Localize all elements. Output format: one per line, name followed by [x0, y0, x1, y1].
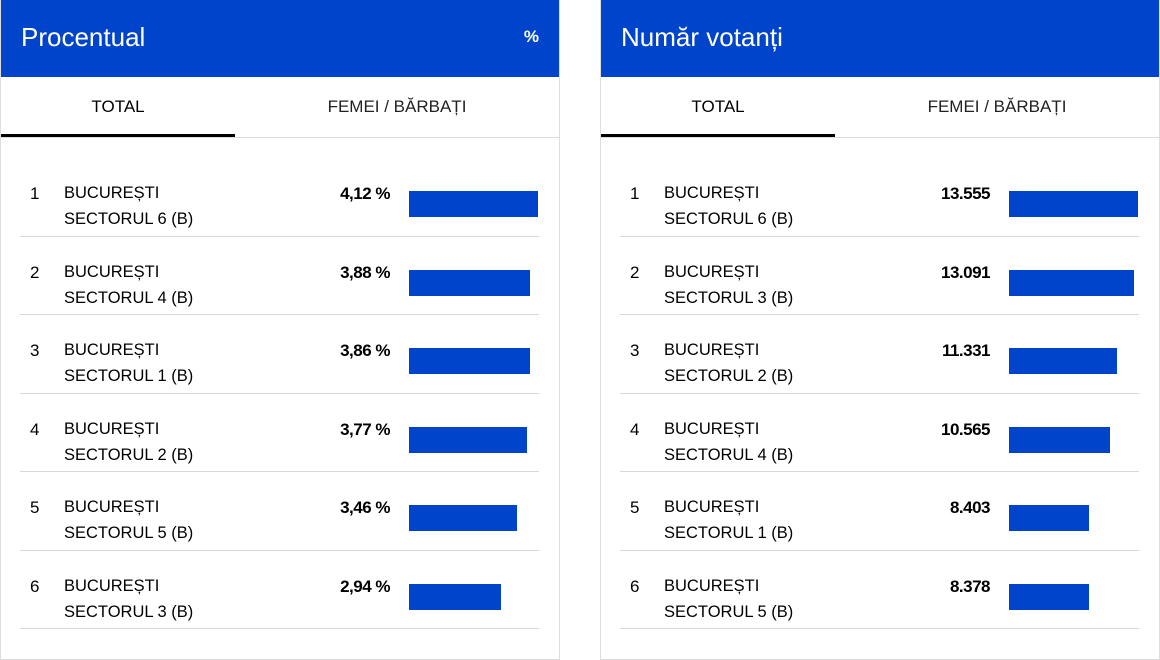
rank: 4: [30, 419, 40, 439]
value-label: 3,77 %: [340, 419, 390, 439]
list-item: 1 BUCUREȘTI SECTORUL 6 (B) 13.555: [620, 158, 1139, 237]
value-label: 13.555: [941, 184, 991, 203]
region-line2: SECTORUL 3 (B): [64, 602, 194, 621]
region-line2: SECTORUL 5 (B): [664, 602, 794, 621]
bar: [409, 348, 530, 374]
ranking-list: 1 BUCUREȘTI SECTORUL 6 (B) 13.555 2 BUCUR…: [620, 158, 1139, 629]
region-line1: BUCUREȘTI: [664, 419, 760, 438]
list-item: 3 BUCUREȘTI SECTORUL 2 (B) 11.331: [620, 315, 1139, 394]
bar: [409, 269, 530, 296]
unit-label: %: [523, 27, 539, 46]
region-name: BUCUREȘTI SECTORUL 6 (B): [64, 180, 193, 232]
list-item: 5 BUCUREȘTI SECTORUL 5 (B) 3,46 %: [20, 472, 539, 551]
region-line2: SECTORUL 2 (B): [664, 367, 794, 385]
tab-bar: TOTAL FEMEI / BĂRBAȚI: [601, 77, 1159, 138]
panel-header: Procentual %: [1, 0, 559, 77]
list-item: 6 BUCUREȘTI SECTORUL 3 (B) 2,94 %: [20, 551, 539, 629]
value-label: 3,86 %: [340, 341, 390, 360]
region-line2: SECTORUL 6 (B): [64, 210, 194, 228]
tab-bar: TOTAL FEMEI / BĂRBAȚI: [1, 77, 559, 138]
rank: 6: [30, 576, 40, 596]
bar: [1009, 191, 1138, 217]
panel-header: Număr votanți: [601, 0, 1159, 77]
rank: 6: [630, 576, 640, 596]
region-name: BUCUREȘTI SECTORUL 1 (B): [664, 494, 793, 546]
bar: [409, 426, 527, 453]
bar: [1009, 348, 1117, 374]
region-line1: BUCUREȘTI: [664, 576, 760, 595]
rank: 3: [30, 341, 40, 360]
voters-panel: Număr votanți TOTAL FEMEI / BĂRBAȚI 1 BU…: [600, 0, 1160, 660]
value-label: 4,12 %: [340, 184, 390, 203]
rank: 5: [630, 498, 640, 517]
tab-women-men[interactable]: FEMEI / BĂRBAȚI: [327, 97, 467, 116]
region-line1: BUCUREȘTI: [64, 262, 160, 281]
region-line2: SECTORUL 3 (B): [664, 288, 794, 307]
list-item: 1 BUCUREȘTI SECTORUL 6 (B) 4,12 %: [20, 158, 539, 237]
region-line2: SECTORUL 6 (B): [664, 210, 794, 228]
region-name: BUCUREȘTI SECTORUL 6 (B): [664, 180, 793, 232]
rank: 3: [630, 341, 640, 360]
bar: [1009, 583, 1089, 610]
region-line1: BUCUREȘTI: [664, 341, 760, 359]
region-name: BUCUREȘTI SECTORUL 5 (B): [664, 573, 793, 625]
bar: [1009, 269, 1134, 296]
value-label: 8.403: [949, 498, 991, 517]
region-line2: SECTORUL 4 (B): [64, 288, 194, 307]
value-label: 3,88 %: [340, 262, 390, 282]
tab-women-men[interactable]: FEMEI / BĂRBAȚI: [927, 97, 1067, 116]
panel-title: Procentual: [21, 22, 146, 52]
bar: [409, 191, 538, 217]
region-name: BUCUREȘTI SECTORUL 5 (B): [64, 494, 193, 546]
list-item: 4 BUCUREȘTI SECTORUL 2 (B) 3,77 %: [20, 394, 539, 472]
region-line1: BUCUREȘTI: [64, 341, 160, 359]
rank: 1: [630, 184, 640, 203]
rank: 5: [30, 498, 40, 517]
region-name: BUCUREȘTI SECTORUL 2 (B): [64, 416, 193, 468]
rank: 4: [630, 419, 640, 439]
region-name: BUCUREȘTI SECTORUL 2 (B): [664, 337, 793, 389]
value-label: 13.091: [941, 262, 991, 282]
region-line2: SECTORUL 1 (B): [664, 524, 794, 542]
list-item: 2 BUCUREȘTI SECTORUL 4 (B) 3,88 %: [20, 237, 539, 315]
list-item: 6 BUCUREȘTI SECTORUL 5 (B) 8.378: [620, 551, 1139, 629]
list-item: 2 BUCUREȘTI SECTORUL 3 (B) 13.091: [620, 237, 1139, 315]
region-name: BUCUREȘTI SECTORUL 3 (B): [64, 573, 193, 625]
region-line2: SECTORUL 4 (B): [664, 445, 794, 464]
bar: [409, 583, 501, 610]
region-line1: BUCUREȘTI: [664, 184, 760, 202]
value-label: 3,46 %: [340, 498, 390, 517]
tab-total[interactable]: TOTAL: [601, 77, 835, 137]
region-name: BUCUREȘTI SECTORUL 4 (B): [64, 259, 193, 311]
region-line1: BUCUREȘTI: [664, 498, 760, 516]
tab-total[interactable]: TOTAL: [1, 77, 235, 137]
value-label: 11.331: [941, 341, 991, 360]
list-item: 3 BUCUREȘTI SECTORUL 1 (B) 3,86 %: [20, 315, 539, 394]
rank: 1: [30, 184, 40, 203]
value-label: 2,94 %: [340, 576, 390, 596]
region-line1: BUCUREȘTI: [64, 419, 160, 438]
region-line1: BUCUREȘTI: [64, 498, 160, 516]
percent-panel: Procentual % TOTAL FEMEI / BĂRBAȚI 1 BUC…: [0, 0, 560, 660]
region-line2: SECTORUL 2 (B): [64, 445, 194, 464]
region-name: BUCUREȘTI SECTORUL 4 (B): [664, 416, 793, 468]
value-label: 8.378: [949, 576, 991, 596]
region-line1: BUCUREȘTI: [664, 262, 760, 281]
bar: [1009, 505, 1089, 531]
region-line2: SECTORUL 1 (B): [64, 367, 194, 385]
region-name: BUCUREȘTI SECTORUL 1 (B): [64, 337, 193, 389]
ranking-list: 1 BUCUREȘTI SECTORUL 6 (B) 4,12 % 2 BUCUR…: [20, 158, 539, 629]
panel-title: Număr votanți: [621, 22, 783, 52]
bar: [409, 505, 517, 531]
list-item: 5 BUCUREȘTI SECTORUL 1 (B) 8.403: [620, 472, 1139, 551]
region-line2: SECTORUL 5 (B): [64, 524, 194, 542]
list-item: 4 BUCUREȘTI SECTORUL 4 (B) 10.565: [620, 394, 1139, 472]
region-line1: BUCUREȘTI: [64, 184, 160, 202]
value-label: 10.565: [941, 419, 991, 439]
region-line1: BUCUREȘTI: [64, 576, 160, 595]
region-name: BUCUREȘTI SECTORUL 3 (B): [664, 259, 793, 311]
rank: 2: [630, 262, 640, 282]
rank: 2: [30, 262, 40, 282]
bar: [1009, 426, 1110, 453]
